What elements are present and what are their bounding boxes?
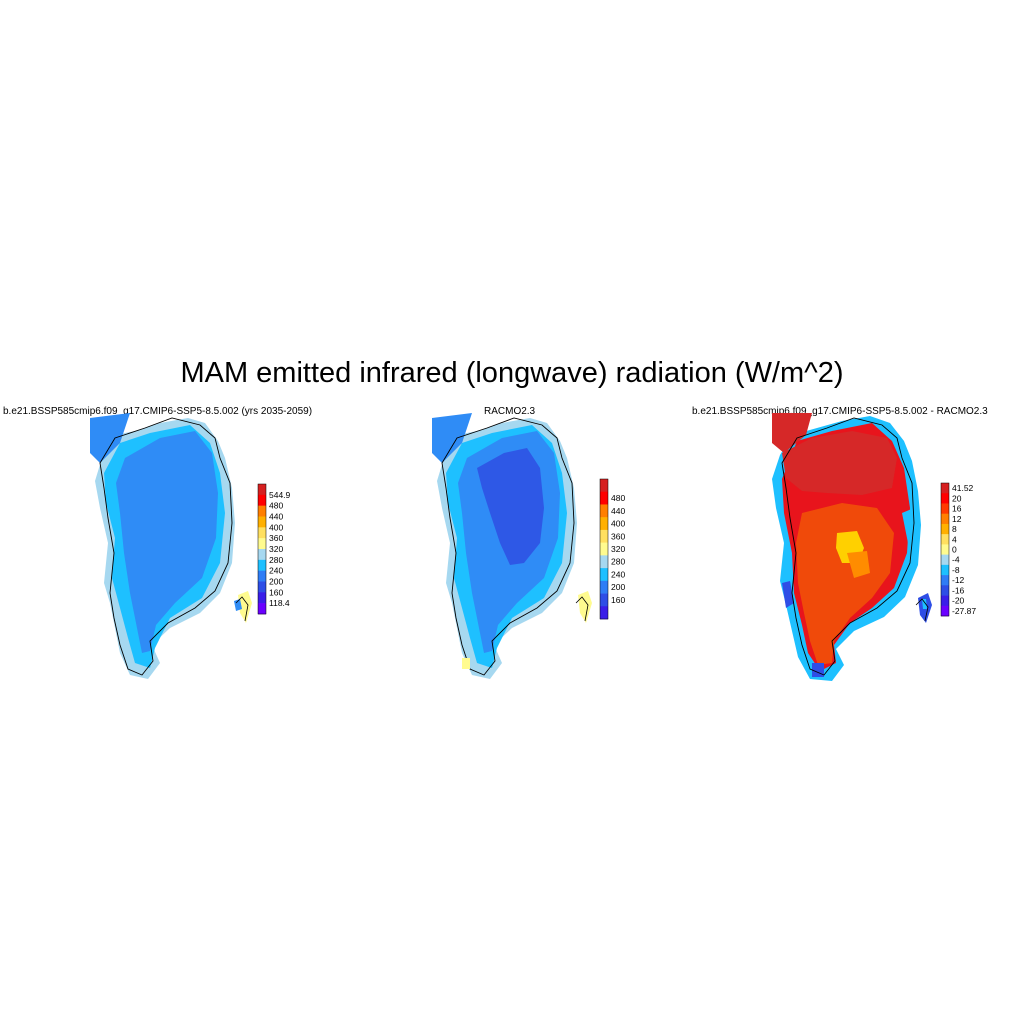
colorbar-3-swatch <box>941 503 949 514</box>
colorbar-2-frame <box>599 478 609 620</box>
colorbar-2-label: 160 <box>611 595 625 605</box>
colorbar-3-swatch <box>941 483 949 494</box>
colorbar-2-swatch <box>600 529 608 543</box>
colorbar-3-swatch <box>941 493 949 504</box>
colorbar-2-svg: 480 440 400 360 320 280 240 200 160 <box>599 478 625 620</box>
panel-1-ne-corner <box>90 413 130 463</box>
colorbar-3-label: -16 <box>952 585 965 595</box>
colorbar-3-label: -27.87 <box>952 606 976 616</box>
colorbar-3-label: 16 <box>952 504 962 514</box>
panel-2-coastline <box>441 417 575 676</box>
colorbar-3-swatch <box>941 523 949 535</box>
panel-3-ne-corner <box>772 413 812 453</box>
colorbar-2-label: 320 <box>611 544 625 554</box>
panel-3-coastline <box>781 417 915 676</box>
panel-3-south-orange <box>796 503 894 665</box>
colorbar-1-label: 544.9 <box>269 490 291 500</box>
colorbar-3-label: 41.52 <box>952 483 974 493</box>
colorbar-1-swatch <box>258 516 266 528</box>
colorbar-3-label: -20 <box>952 596 965 606</box>
colorbar-2-swatch <box>600 517 608 531</box>
panel-3-map <box>772 413 932 681</box>
colorbar-3-swatch <box>941 575 949 586</box>
colorbar-2-swatch <box>600 479 608 493</box>
colorbar-1-label: 160 <box>269 587 283 597</box>
panel-3-title: b.e21.BSSP585cmip6.f09_g17.CMIP6-SSP5-8.… <box>692 406 988 417</box>
colorbar-2-swatch <box>600 606 608 620</box>
colorbar-3-label: 4 <box>952 534 957 544</box>
colorbar-2-swatch <box>600 542 608 556</box>
panel-2-title: RACMO2.3 <box>484 406 536 417</box>
figure-title: MAM emitted infrared (longwave) radiatio… <box>180 357 844 389</box>
colorbar-2-label: 200 <box>611 582 625 592</box>
panel-3-north-maroon <box>782 431 897 495</box>
panel-1-colorbar: 544.9 480 440 400 360 320 280 240 200 160 118.4 <box>257 483 308 620</box>
colorbar-1-swatch <box>258 505 266 517</box>
colorbar-1-swatch <box>258 538 266 550</box>
colorbar-1-label: 480 <box>269 501 283 511</box>
colorbar-1-swatch <box>258 527 266 539</box>
colorbar-1-swatch <box>258 592 266 604</box>
colorbar-1-label: 400 <box>269 522 283 532</box>
colorbar-3-swatch <box>941 544 949 555</box>
colorbar-1-swatch <box>258 559 266 571</box>
colorbar-2-label: 280 <box>611 557 625 567</box>
colorbar-1-swatch <box>258 603 266 615</box>
colorbar-3-swatch <box>941 605 949 617</box>
panel-1-map <box>90 413 252 679</box>
panel-2-colorbar: 480 440 400 360 320 280 240 200 160 <box>599 478 650 625</box>
colorbar-1-frame <box>257 483 267 615</box>
colorbar-2-label: 440 <box>611 506 625 516</box>
colorbar-3-swatch <box>941 585 949 596</box>
colorbar-3-swatch <box>941 564 949 576</box>
panel-1-title: b.e21.BSSP585cmip6.f09_g17.CMIP6-SSP5-8.… <box>3 406 313 417</box>
colorbar-2-swatch <box>600 568 608 582</box>
panel-1-coastline <box>99 417 233 676</box>
colorbar-3-label: -12 <box>952 575 965 585</box>
colorbar-2-label: 480 <box>611 493 625 503</box>
panel-1-core <box>116 431 218 653</box>
panel-2-island <box>578 591 592 623</box>
colorbar-1-label: 320 <box>269 544 283 554</box>
colorbar-3-label: 0 <box>952 545 957 555</box>
colorbar-3-swatch <box>941 595 949 607</box>
colorbar-3-swatch <box>941 534 949 545</box>
colorbar-2-swatch <box>600 580 608 594</box>
panel-1-island <box>238 591 252 623</box>
colorbar-2-label: 400 <box>611 519 625 529</box>
colorbar-2-swatch <box>600 555 608 569</box>
panel-3-colorbar: 41.52 20 16 12 8 4 0 -4 -8 -12 -16 -20 -27.87 <box>940 482 991 622</box>
colorbar-1-label: 240 <box>269 566 283 576</box>
colorbar-2-label: 360 <box>611 531 625 541</box>
colorbar-1-label: 118.4 <box>269 598 290 608</box>
panel-2-core <box>477 448 544 565</box>
colorbar-1-swatch <box>258 484 266 496</box>
colorbar-3-swatch <box>941 554 949 566</box>
colorbar-3-swatch <box>941 513 949 525</box>
colorbar-3-label: 20 <box>952 493 962 503</box>
colorbar-3-label: -8 <box>952 565 960 575</box>
colorbar-1-label: 200 <box>269 577 283 587</box>
colorbar-1-label: 360 <box>269 533 283 543</box>
colorbar-2-swatch <box>600 504 608 518</box>
colorbar-2-swatch <box>600 593 608 607</box>
panel-2-ne-corner <box>432 413 472 463</box>
colorbar-3-label: 12 <box>952 514 962 524</box>
colorbar-3-frame <box>940 482 950 617</box>
colorbar-3-label: -4 <box>952 555 960 565</box>
colorbar-1-label: 440 <box>269 512 283 522</box>
colorbar-1-swatch <box>258 494 266 506</box>
panel-2-map <box>432 413 592 679</box>
colorbar-3-label: 8 <box>952 524 957 534</box>
colorbar-1-label: 280 <box>269 555 283 565</box>
colorbar-1-swatch <box>258 570 266 582</box>
colorbar-1-swatch <box>258 549 266 561</box>
colorbar-1-swatch <box>258 581 266 593</box>
colorbar-2-label: 240 <box>611 569 625 579</box>
colorbar-2-swatch <box>600 491 608 505</box>
